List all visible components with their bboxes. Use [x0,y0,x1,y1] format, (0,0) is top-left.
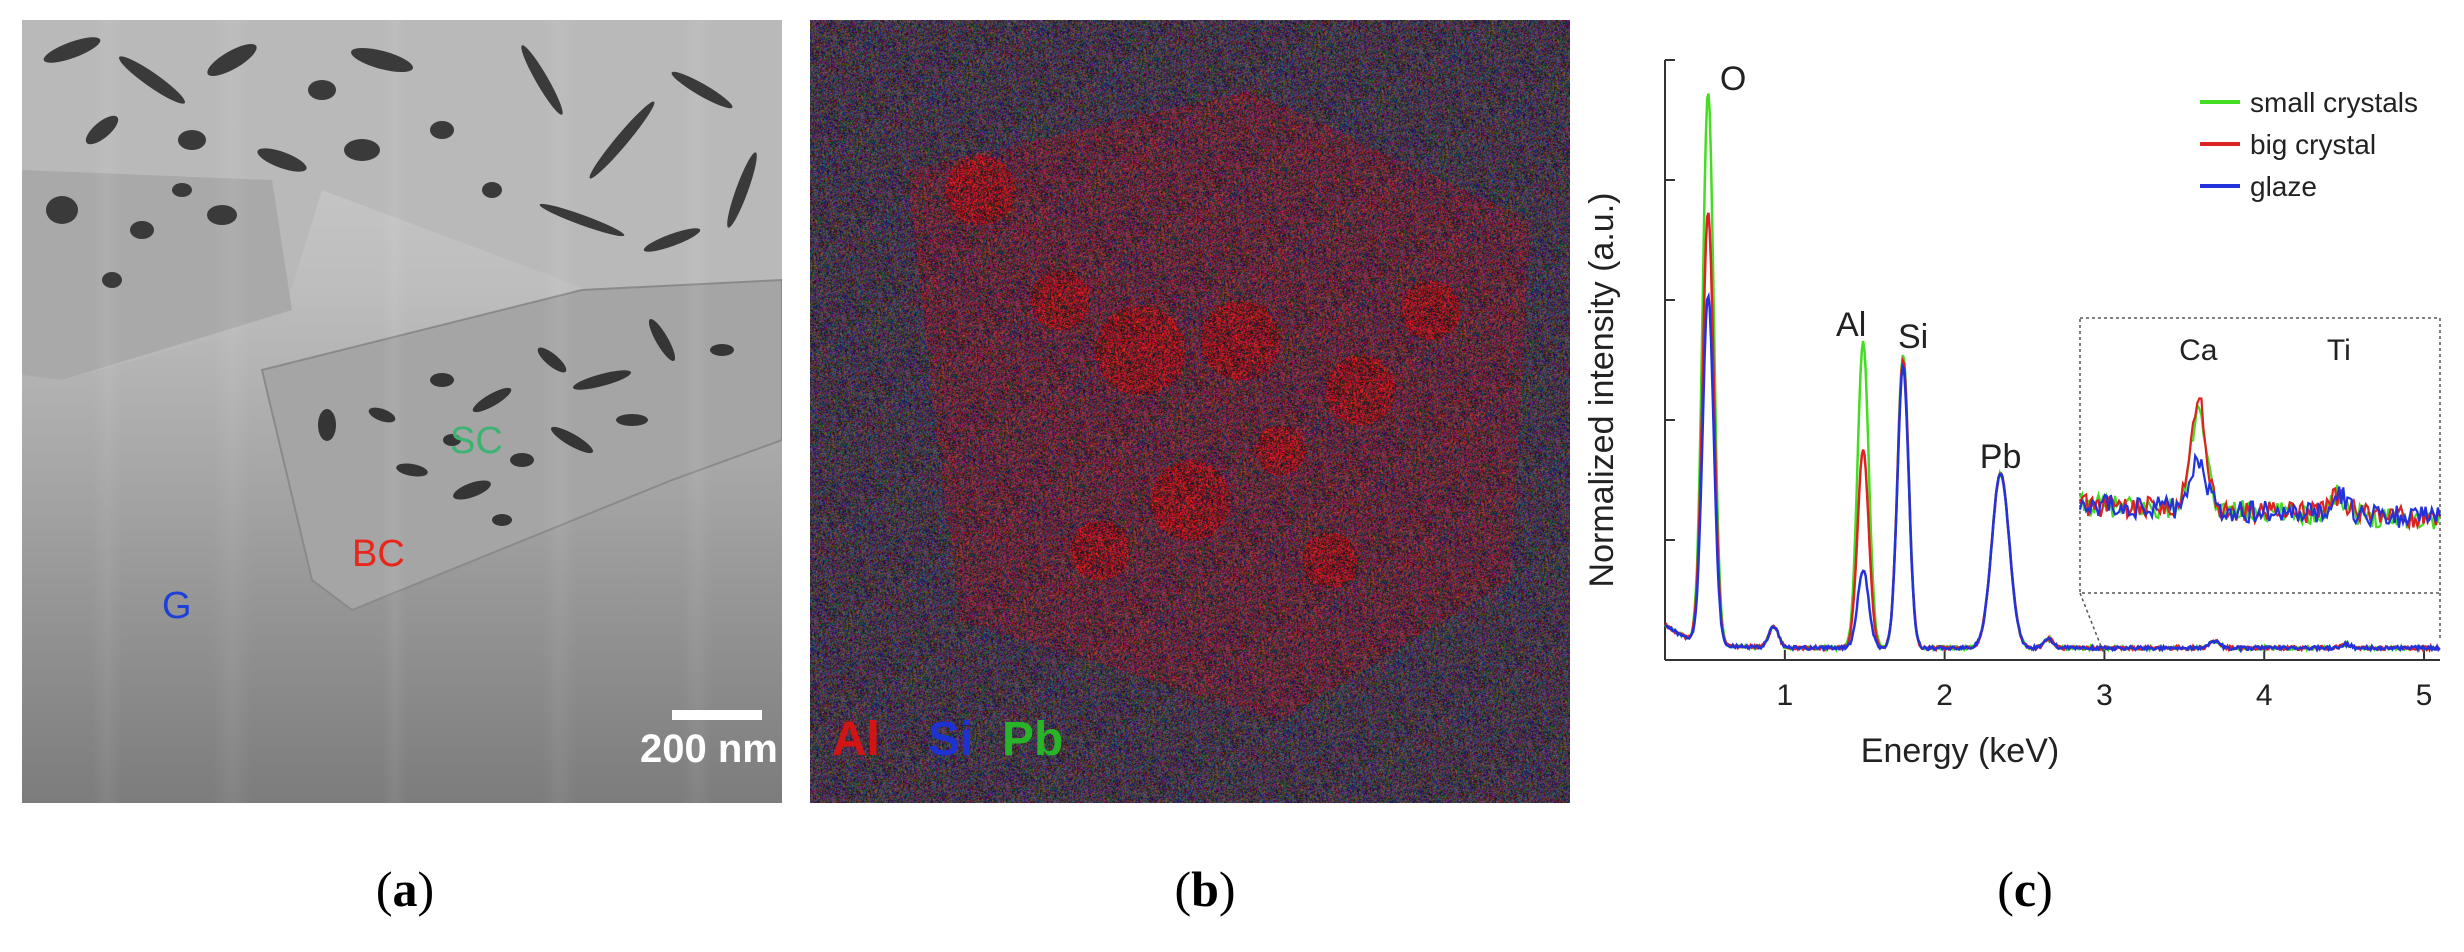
edx-map-panel: Al Si Pb [810,20,1570,803]
legend-label-2: glaze [2250,171,2317,202]
peak-label-si: Si [1898,318,1928,356]
caption-c: (c) [1997,860,2053,918]
caption-b-close: ) [1218,861,1236,917]
caption-c-close: ) [2036,861,2053,917]
scale-bar [672,710,762,720]
caption-a-open: ( [375,861,393,917]
inset-line-glaze [2078,452,2442,529]
x-tick-label-0: 1 [1777,679,1794,712]
element-key-pb: Pb [1002,713,1064,766]
caption-c-letter: c [2013,861,2037,917]
caption-a-letter: a [392,861,418,917]
inset-connector-left [2079,592,2106,656]
x-tick-label-1: 2 [1936,679,1953,712]
series-line-glaze [1664,291,2441,654]
legend-label-1: big crystal [2250,129,2376,160]
inset-line-big-crystal [2078,397,2442,532]
caption-a-close: ) [417,861,435,917]
caption-b: (b) [1174,860,1235,918]
peak-label-al: Al [1836,306,1866,344]
y-axis-label: Normalized intensity (a.u.) [1583,193,1621,588]
x-tick-label-4: 5 [2416,679,2433,712]
edx-elemental-map [810,20,1570,803]
peak-label-pb: Pb [1980,438,2022,476]
peak-label-o: O [1720,60,1746,98]
element-key-al: Al [832,713,880,766]
scale-bar-label: 200 nm [640,727,778,771]
caption-b-open: ( [1174,861,1192,917]
x-tick-label-3: 4 [2256,679,2273,712]
element-key-si: Si [928,713,974,766]
caption-a: (a) [376,860,434,918]
label-glaze: G [162,585,192,627]
label-big-crystal: BC [352,533,405,575]
label-small-crystals: SC [450,420,503,462]
x-axis-label: Energy (keV) [1861,732,2059,770]
legend-label-0: small crystals [2250,87,2418,118]
caption-c-open: ( [1997,861,2014,917]
inset-label-ti: Ti [2327,334,2351,367]
edx-spectrum-chart: Ca Ti Normalized intensity (a.u.) Energy … [1583,59,2442,770]
x-tick-label-2: 3 [2096,679,2113,712]
caption-b-letter: b [1191,861,1219,917]
inset-frame [2079,317,2441,594]
tem-micrograph [22,20,782,803]
inset-label-ca: Ca [2179,334,2218,367]
tem-image-panel: SC BC G 200 nm [22,20,782,803]
edx-spectrum-panel: Ca Ti Normalized intensity (a.u.) Energy … [1580,40,2450,800]
